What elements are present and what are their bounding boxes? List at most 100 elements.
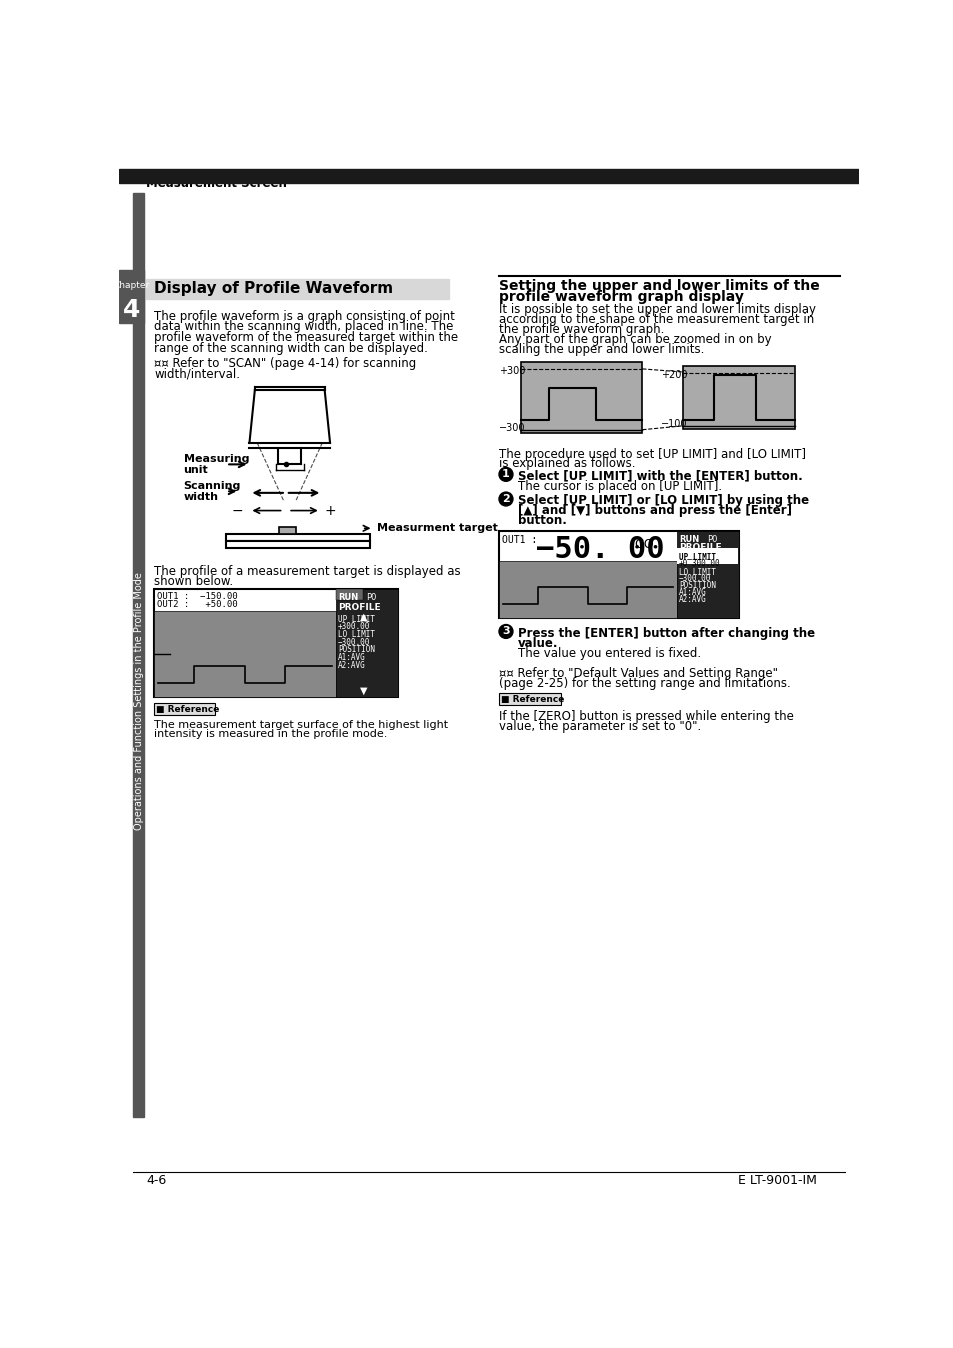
Bar [119, 170, 858, 183]
Text: 1: 1 [501, 469, 509, 480]
Text: RUN: RUN [679, 535, 699, 545]
Text: range of the scanning width can be displayed.: range of the scanning width can be displ… [154, 342, 428, 355]
Text: POSITION: POSITION [337, 646, 375, 654]
Text: LO LIMIT: LO LIMIT [337, 630, 375, 639]
Text: Measuring
unit: Measuring unit [183, 453, 249, 474]
Text: ¤¤ Refer to "SCAN" (page 4-14) for scanning: ¤¤ Refer to "SCAN" (page 4-14) for scann… [154, 357, 416, 371]
Bar [498, 693, 560, 705]
Text: Select [UP LIMIT] with the [ENTER] button.: Select [UP LIMIT] with the [ENTER] butto… [517, 469, 801, 483]
Text: Scanning
width: Scanning width [183, 480, 241, 501]
Text: PROFILE: PROFILE [337, 603, 380, 612]
Text: 2: 2 [501, 493, 509, 504]
Text: LO LIMIT: LO LIMIT [679, 568, 715, 577]
Text: −300: −300 [498, 423, 525, 433]
Bar [146, 279, 448, 299]
Text: is explained as follows.: is explained as follows. [498, 457, 635, 470]
Text: The profile waveform is a graph consisting of point: The profile waveform is a graph consisti… [154, 310, 455, 322]
Text: P0: P0 [706, 535, 717, 545]
Bar [677, 549, 737, 563]
Bar [226, 534, 370, 541]
Circle shape [498, 468, 513, 481]
Text: RUN: RUN [337, 593, 357, 603]
Text: Select [UP LIMIT] or [LO LIMIT] by using the: Select [UP LIMIT] or [LO LIMIT] by using… [517, 495, 808, 507]
Text: [▲] and [▼] buttons and press the [Enter]: [▲] and [▼] buttons and press the [Enter… [517, 504, 791, 518]
Text: P0: P0 [365, 593, 375, 603]
Text: ▲: ▲ [359, 612, 367, 623]
Text: intensity is measured in the profile mode.: intensity is measured in the profile mod… [154, 729, 387, 739]
Text: profile waveform graph display: profile waveform graph display [498, 290, 743, 303]
Bar [520, 363, 641, 433]
Text: scaling the upper and lower limits.: scaling the upper and lower limits. [498, 342, 703, 356]
Text: The measurement target surface of the highest light: The measurement target surface of the hi… [154, 720, 448, 731]
Bar [226, 541, 370, 549]
Text: ▼: ▼ [359, 685, 367, 696]
Text: (page 2-25) for the setting range and limitations.: (page 2-25) for the setting range and li… [498, 677, 790, 690]
Bar [682, 365, 794, 429]
Circle shape [498, 492, 513, 506]
Text: Chapter: Chapter [113, 282, 150, 290]
Text: Display of Profile Waveform: Display of Profile Waveform [154, 282, 393, 297]
Text: A1:AVG: A1:AVG [679, 588, 706, 597]
Text: 4: 4 [123, 298, 140, 322]
Text: data within the scanning width, placed in line. The: data within the scanning width, placed i… [154, 321, 453, 333]
Bar [119, 270, 144, 324]
Text: Any part of the graph can be zoomed in on by: Any part of the graph can be zoomed in o… [498, 333, 771, 345]
Bar [335, 589, 397, 697]
Bar [498, 531, 739, 617]
Circle shape [498, 624, 513, 639]
Text: +0̅300.00: +0̅300.00 [679, 559, 720, 568]
Text: POSITION: POSITION [679, 581, 715, 589]
Text: 3: 3 [501, 627, 509, 636]
Text: It is possible to set the upper and lower limits display: It is possible to set the upper and lowe… [498, 303, 815, 315]
Bar [677, 531, 739, 617]
Text: shown below.: shown below. [154, 576, 233, 588]
Text: UP LIMIT: UP LIMIT [337, 615, 375, 624]
Text: A1:AVG: A1:AVG [337, 652, 365, 662]
Text: +200: +200 [660, 369, 687, 380]
Text: The cursor is placed on [UP LIMIT].: The cursor is placed on [UP LIMIT]. [517, 480, 721, 493]
Text: The value you entered is fixed.: The value you entered is fixed. [517, 647, 700, 661]
Text: −: − [232, 504, 243, 518]
Text: Measurement Screen: Measurement Screen [146, 177, 287, 190]
Text: GO: GO [634, 538, 654, 550]
Text: +300.00: +300.00 [337, 623, 370, 631]
Text: value.: value. [517, 636, 558, 650]
Text: 4-6: 4-6 [146, 1174, 167, 1188]
Bar [154, 704, 214, 716]
Text: −50. 00: −50. 00 [536, 535, 664, 565]
Text: Measurment target: Measurment target [377, 523, 497, 534]
Text: If the [ZERO] button is pressed while entering the: If the [ZERO] button is pressed while en… [498, 710, 793, 723]
Text: −300.00: −300.00 [337, 638, 370, 647]
Text: the profile waveform graph.: the profile waveform graph. [498, 322, 663, 336]
Text: UP LIMIT: UP LIMIT [679, 553, 715, 562]
Text: The profile of a measurement target is displayed as: The profile of a measurement target is d… [154, 565, 460, 578]
Bar [498, 561, 677, 617]
Text: A2:AVG: A2:AVG [679, 594, 706, 604]
Bar [278, 527, 295, 534]
Text: +: + [324, 504, 335, 518]
Text: ¤¤ Refer to "Default Values and Setting Range": ¤¤ Refer to "Default Values and Setting … [498, 667, 778, 679]
Text: −100: −100 [660, 419, 687, 429]
Text: Operations and Function Settings in the Profile Mode: Operations and Function Settings in the … [133, 572, 144, 830]
Text: value, the parameter is set to "0".: value, the parameter is set to "0". [498, 720, 700, 733]
Text: OUT2 :   +50.00: OUT2 : +50.00 [157, 600, 237, 609]
Text: width/interval.: width/interval. [154, 368, 240, 380]
Text: Setting the upper and lower limits of the: Setting the upper and lower limits of th… [498, 279, 819, 293]
Text: OUT1 :: OUT1 : [501, 535, 537, 545]
Text: profile waveform of the measured target within the: profile waveform of the measured target … [154, 332, 457, 344]
Bar [335, 589, 363, 600]
Text: according to the shape of the measurement target in: according to the shape of the measuremen… [498, 313, 814, 326]
Text: ■ Reference: ■ Reference [500, 694, 564, 704]
Bar [154, 611, 335, 697]
Text: OUT1 :  −150.00: OUT1 : −150.00 [157, 592, 237, 601]
Text: E LT-9001-IM: E LT-9001-IM [737, 1174, 816, 1188]
Bar [154, 589, 397, 697]
Text: The procedure used to set [UP LIMIT] and [LO LIMIT]: The procedure used to set [UP LIMIT] and… [498, 448, 805, 461]
Text: PROFILE: PROFILE [679, 543, 720, 551]
Text: A2:AVG: A2:AVG [337, 661, 365, 670]
Text: ■ Reference: ■ Reference [156, 705, 219, 713]
Text: Press the [ENTER] button after changing the: Press the [ENTER] button after changing … [517, 627, 814, 640]
Bar [133, 193, 144, 1116]
Text: button.: button. [517, 515, 566, 527]
Text: +300: +300 [498, 365, 525, 376]
